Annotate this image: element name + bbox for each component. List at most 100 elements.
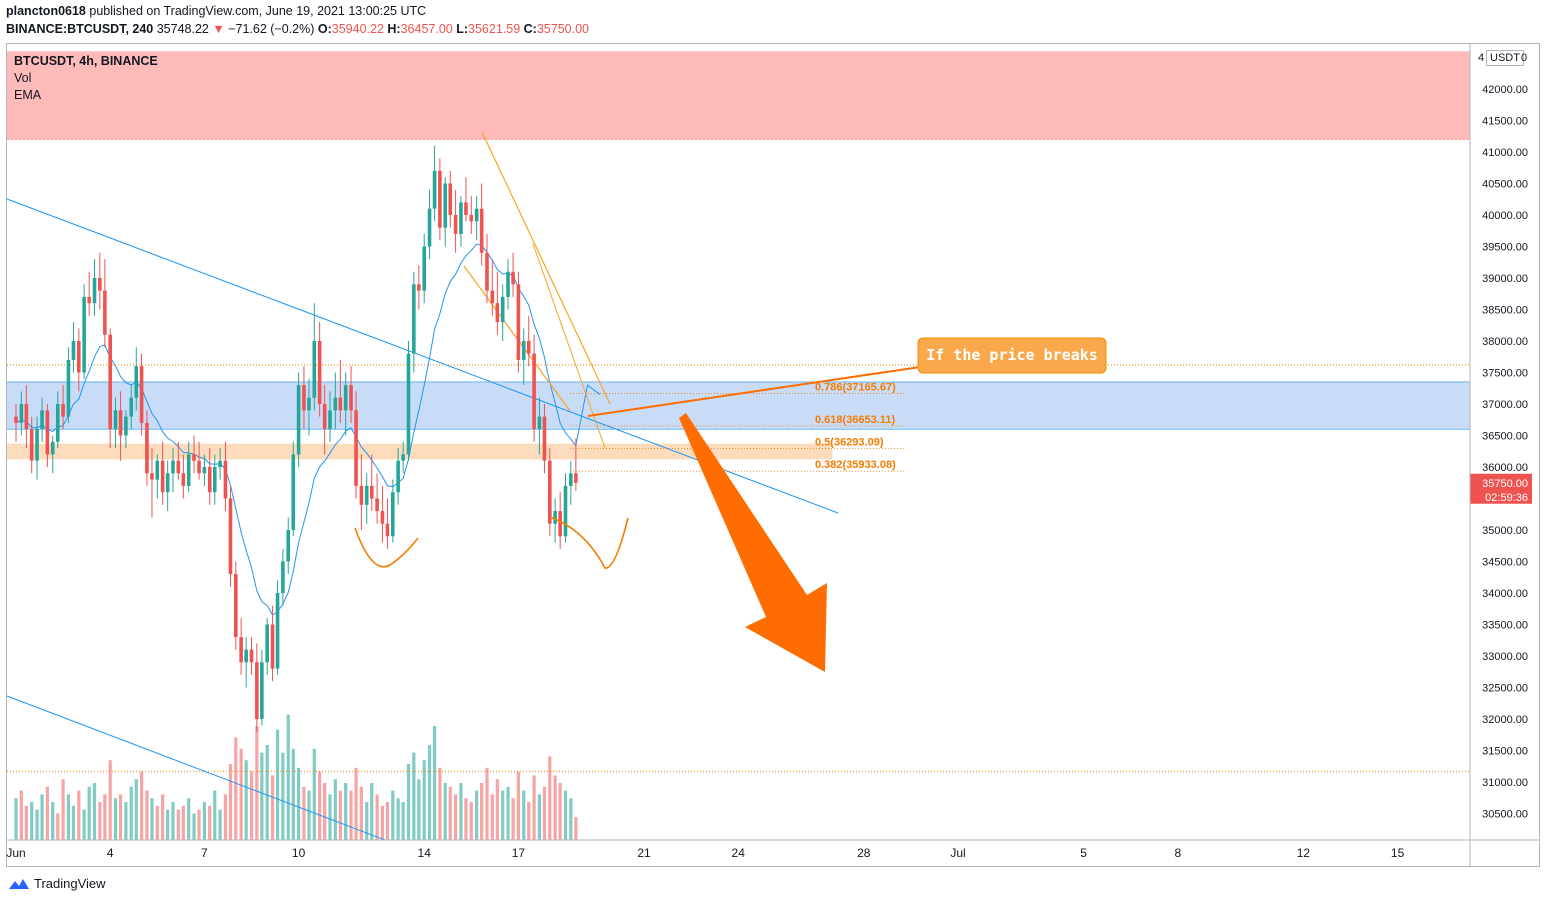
volume-bar (145, 790, 149, 840)
candle-body (532, 353, 536, 430)
volume-bar (396, 798, 400, 840)
candle-body (417, 284, 421, 291)
volume-layer (14, 714, 578, 840)
currency-unit-button[interactable]: USDT (1486, 50, 1524, 66)
time-tick-label: 7 (201, 846, 208, 860)
volume-bar (181, 805, 185, 840)
close-label: C: (523, 22, 537, 36)
candle-body (239, 637, 243, 663)
candle-body (474, 208, 479, 222)
publication-line: plancton0618 published on TradingView.co… (6, 4, 426, 18)
candle-body (412, 284, 416, 354)
time-tick-label: 5 (1080, 846, 1087, 860)
candle-body (66, 359, 71, 417)
volume-bar (187, 798, 191, 840)
price-tick-label: 40500.00 (1482, 179, 1528, 191)
volume-bar (574, 817, 578, 840)
candle-body (490, 290, 495, 304)
volume-bar (464, 798, 468, 840)
candle-body (422, 246, 426, 291)
candle-body (511, 271, 515, 285)
candle-body (77, 341, 81, 373)
candle-body (553, 511, 557, 524)
zones-layer (7, 51, 1470, 460)
footer-brand[interactable]: TradingView (8, 876, 106, 891)
volume-bar (87, 786, 91, 840)
candle-body (338, 397, 343, 411)
close-value: 35750.00 (536, 22, 589, 36)
down-arrow-icon (679, 413, 827, 672)
author-name[interactable]: plancton0618 (6, 4, 86, 18)
volume-bar (532, 775, 536, 840)
time-tick-label: 12 (1297, 846, 1311, 860)
candle-body (87, 296, 91, 304)
price-tick-label: 34500.00 (1482, 557, 1528, 569)
price-tick-label: 33000.00 (1482, 651, 1528, 663)
axis-unit-edge: 4 (1478, 52, 1485, 64)
candle-body (343, 385, 348, 411)
candle-body (19, 404, 24, 423)
candle-body (234, 574, 238, 638)
price-tick-label: 31000.00 (1482, 777, 1528, 789)
candle-body (453, 215, 458, 234)
candle-body (223, 460, 228, 499)
price-tick-label: 35000.00 (1482, 525, 1528, 537)
published-text: published on TradingView.com, June 19, 2… (89, 4, 427, 18)
candle-body (516, 284, 521, 360)
candle-body (401, 454, 405, 461)
candle-body (500, 296, 505, 323)
price-tick-label: 39500.00 (1482, 242, 1528, 254)
symbol-label: BINANCE:BTCUSDT, 240 (6, 22, 154, 36)
candle-body (307, 397, 311, 411)
volume-bar (208, 805, 212, 840)
volume-bar (354, 767, 358, 840)
volume-bar (166, 809, 170, 840)
volume-bar (495, 779, 499, 840)
candle-body (24, 404, 29, 430)
candle-body (469, 215, 474, 222)
candle-body (495, 303, 500, 323)
volume-bar (35, 809, 39, 840)
candle-body (302, 385, 306, 411)
volume-bar (30, 802, 34, 840)
volume-bar (338, 790, 342, 840)
volume-bar (103, 794, 107, 840)
candle-body (354, 410, 358, 486)
volume-bar (71, 805, 76, 840)
volume-bar (323, 783, 327, 840)
candle-body (328, 410, 332, 430)
legend-vol[interactable]: Vol (14, 71, 32, 85)
price-tick-label: 38500.00 (1482, 305, 1528, 317)
legend-title[interactable]: BTCUSDT, 4h, BINANCE (14, 54, 158, 68)
fib-label: 0.5(36293.09) (815, 437, 884, 449)
open-value: 35940.22 (331, 22, 384, 36)
candle-body (275, 593, 280, 669)
candle-body (396, 460, 400, 493)
overlay-layer: 0.786(37165.67) 0.618(36653.11) 0.5(36293.… (354, 337, 1107, 672)
time-tick-label: Jul (950, 846, 965, 860)
price-axis: 30500.00 31000.00 31500.00 32000.00 32500.00… (1469, 44, 1532, 866)
candle-body (333, 397, 338, 411)
candle-body (459, 202, 463, 234)
candle-body (92, 278, 97, 304)
volume-bar (286, 714, 290, 840)
legend-ema[interactable]: EMA (14, 88, 42, 102)
volume-bar (270, 775, 275, 840)
price-tick-label: 32000.00 (1482, 714, 1528, 726)
candle-body (55, 404, 60, 442)
volume-bar (511, 798, 515, 840)
candle-body (139, 366, 144, 423)
volume-bar (349, 790, 353, 840)
price-tick-label: 32500.00 (1482, 683, 1528, 695)
volume-bar (522, 790, 526, 840)
candle-body (244, 649, 248, 663)
candle-body (134, 366, 139, 398)
price-tick-label: 33500.00 (1482, 620, 1528, 632)
candle-body (228, 498, 233, 575)
candle-body (176, 460, 181, 474)
volume-bar (432, 726, 437, 840)
candle-body (270, 624, 275, 669)
volume-bar (161, 794, 165, 840)
volume-bar (359, 786, 363, 840)
